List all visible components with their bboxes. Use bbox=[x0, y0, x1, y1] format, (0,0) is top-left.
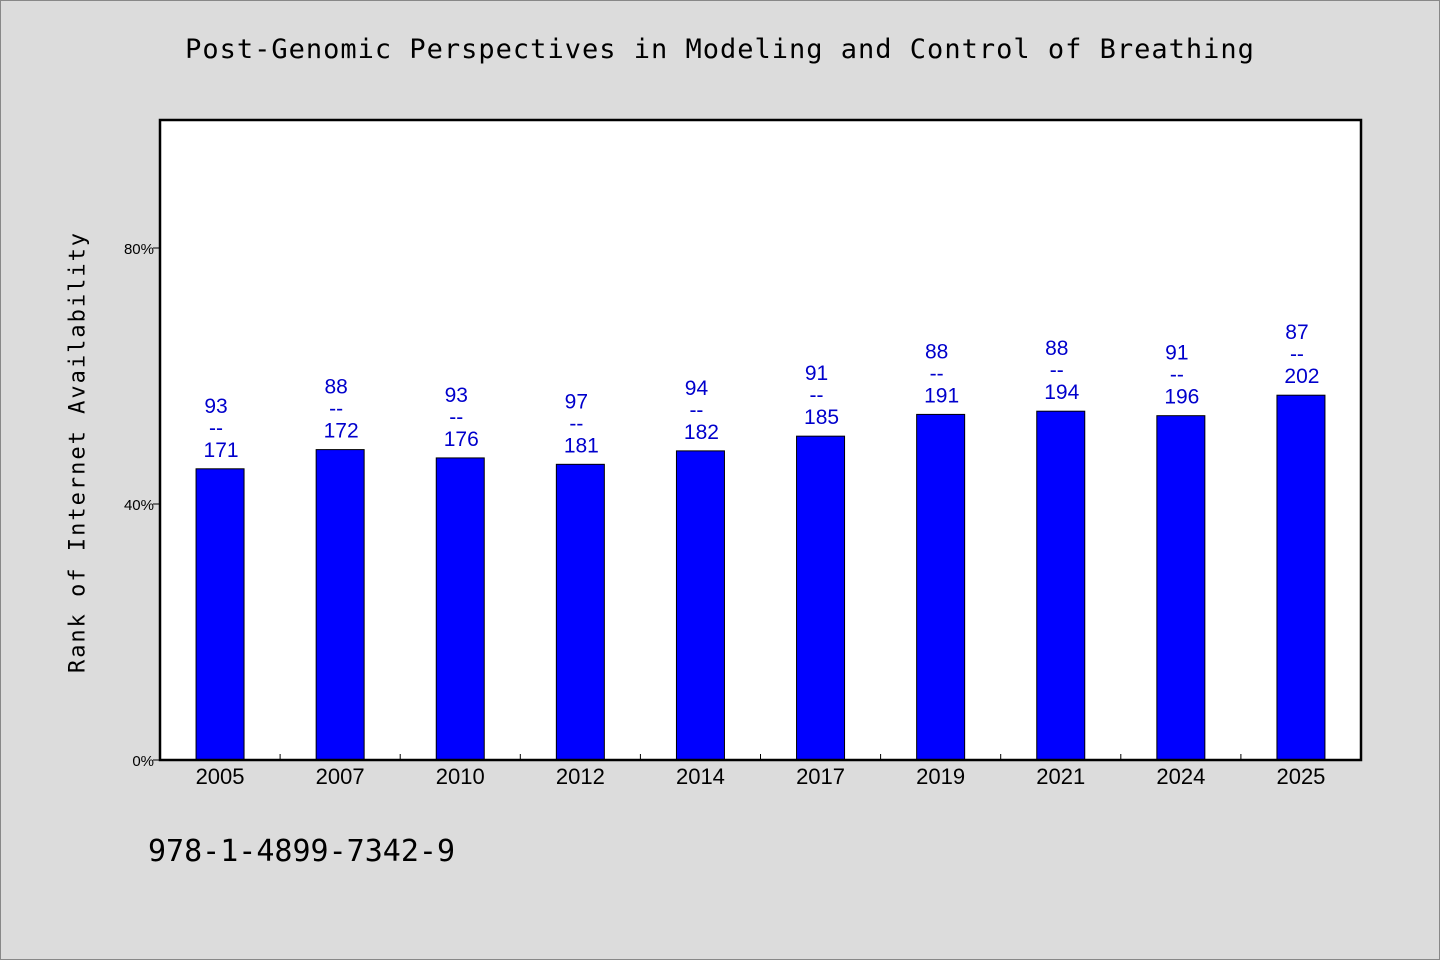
y-tick-label: 80% bbox=[124, 241, 154, 258]
bar-label-bottom: 191 bbox=[924, 384, 959, 407]
bar-label-bottom: 196 bbox=[1164, 386, 1199, 409]
bar-label-top: 88 bbox=[1045, 337, 1068, 360]
bar bbox=[1276, 394, 1326, 761]
bar-label-separator: -- bbox=[1170, 364, 1184, 387]
bar-label-separator: -- bbox=[810, 384, 824, 407]
bar bbox=[315, 449, 365, 761]
x-tick-label: 2012 bbox=[556, 764, 605, 789]
bar bbox=[195, 468, 245, 761]
x-tick-label: 2019 bbox=[916, 764, 965, 789]
x-tick-label: 2014 bbox=[676, 764, 725, 789]
bar bbox=[1156, 415, 1206, 761]
bar bbox=[916, 413, 966, 761]
bar-label-top: 97 bbox=[565, 390, 588, 413]
x-tick-label: 2005 bbox=[196, 764, 245, 789]
bar-label-separator: -- bbox=[209, 417, 223, 440]
bar-label-bottom: 182 bbox=[684, 421, 719, 444]
bar-label-bottom: 181 bbox=[564, 434, 599, 457]
bar-label-top: 88 bbox=[324, 376, 347, 399]
x-tick-label: 2025 bbox=[1276, 764, 1325, 789]
bar-label-separator: -- bbox=[1050, 359, 1064, 382]
x-tick-label: 2021 bbox=[1036, 764, 1085, 789]
isbn-footnote: 978-1-4899-7342-9 bbox=[148, 834, 456, 869]
bar-label-separator: -- bbox=[329, 398, 343, 421]
x-tick-label: 2024 bbox=[1156, 764, 1205, 789]
bar-label-top: 93 bbox=[445, 384, 468, 407]
bar-label-bottom: 194 bbox=[1044, 381, 1079, 404]
bar-label-bottom: 172 bbox=[324, 420, 359, 443]
bar-label-top: 87 bbox=[1285, 321, 1308, 344]
bar-label-bottom: 171 bbox=[204, 439, 239, 462]
bar-label-separator: -- bbox=[689, 399, 703, 422]
bar-label-bottom: 176 bbox=[444, 428, 479, 451]
bar-label-bottom: 202 bbox=[1284, 365, 1319, 388]
bar bbox=[555, 463, 605, 761]
bar bbox=[435, 457, 485, 761]
bar-label-top: 91 bbox=[1165, 342, 1188, 365]
x-tick-label: 2017 bbox=[796, 764, 845, 789]
bar-label-top: 93 bbox=[204, 395, 227, 418]
chart-title: Post-Genomic Perspectives in Modeling an… bbox=[185, 34, 1255, 65]
y-tick-label: 40% bbox=[124, 497, 154, 514]
plot-border bbox=[158, 118, 1363, 762]
bar-label-top: 91 bbox=[805, 362, 828, 385]
bar-label-top: 88 bbox=[925, 340, 948, 363]
x-tick-label: 2010 bbox=[436, 764, 485, 789]
y-tick-label: 0% bbox=[132, 753, 154, 770]
bar-label-top: 94 bbox=[685, 377, 709, 400]
bar-label-separator: -- bbox=[1290, 343, 1304, 366]
bar-label-separator: -- bbox=[569, 412, 583, 435]
bar bbox=[675, 450, 725, 761]
bar-label-separator: -- bbox=[930, 362, 944, 385]
x-tick-label: 2007 bbox=[316, 764, 365, 789]
bar-label-separator: -- bbox=[449, 406, 463, 429]
bar bbox=[1036, 410, 1086, 761]
bar bbox=[796, 435, 846, 761]
bar-label-bottom: 185 bbox=[804, 406, 839, 429]
